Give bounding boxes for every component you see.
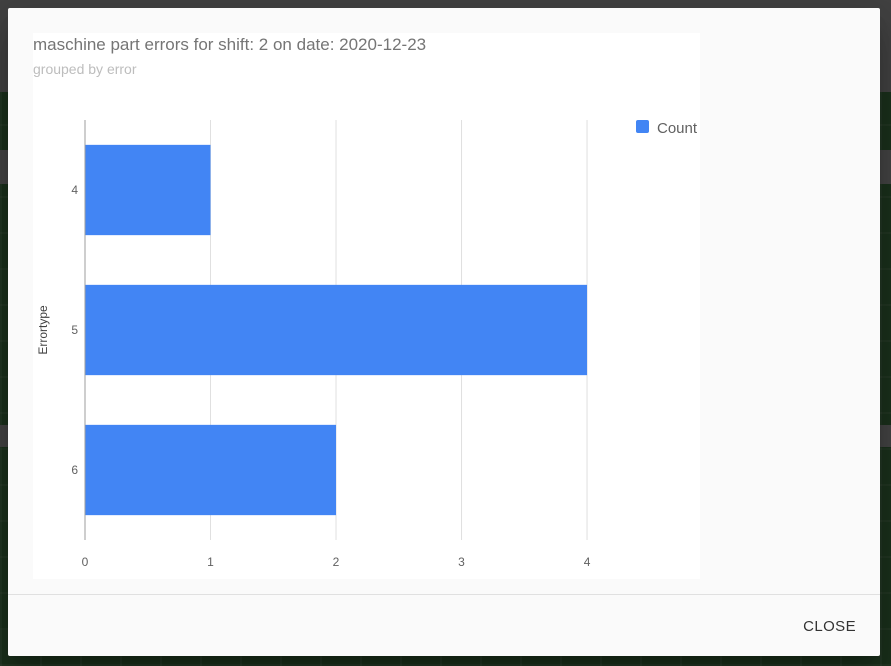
chart-subtitle: grouped by error <box>33 61 137 77</box>
bar <box>85 284 588 376</box>
chart-title: maschine part errors for shift: 2 on dat… <box>33 35 427 54</box>
x-tick-label: 4 <box>584 555 591 569</box>
x-tick-label: 2 <box>333 555 340 569</box>
bar-chart: 0 1 2 3 4 4 5 6 Errortype Count <box>36 120 698 569</box>
dialog-actions: CLOSE <box>8 594 880 657</box>
x-tick-label: 0 <box>82 555 89 569</box>
y-tick-label: 5 <box>71 323 78 337</box>
legend-label: Count <box>657 120 698 137</box>
y-tick-label: 4 <box>71 183 78 197</box>
y-axis-title: Errortype <box>36 305 50 355</box>
chart-container: maschine part errors for shift: 2 on dat… <box>33 33 700 579</box>
close-button[interactable]: CLOSE <box>793 611 866 641</box>
legend-swatch <box>636 120 649 133</box>
chart-dialog: maschine part errors for shift: 2 on dat… <box>8 8 880 656</box>
bar <box>85 424 337 516</box>
bar <box>85 144 211 236</box>
x-tick-label: 3 <box>458 555 465 569</box>
x-tick-label: 1 <box>207 555 214 569</box>
y-tick-label: 6 <box>71 463 78 477</box>
